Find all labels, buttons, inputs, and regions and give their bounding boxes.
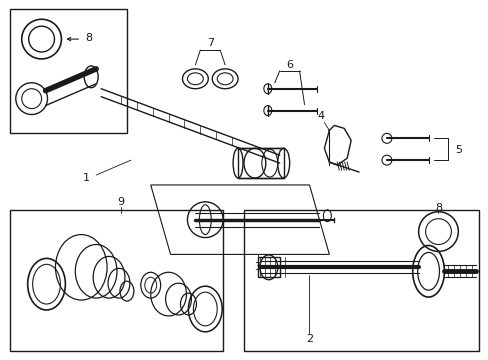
Text: 8: 8 bbox=[434, 203, 441, 213]
Text: 3: 3 bbox=[254, 262, 261, 272]
Bar bbox=[257, 257, 279, 277]
Text: 4: 4 bbox=[317, 112, 325, 121]
Bar bbox=[10, 9, 127, 133]
Text: 6: 6 bbox=[285, 60, 292, 70]
Bar bbox=[244, 210, 478, 351]
Text: 5: 5 bbox=[454, 145, 461, 155]
Text: 7: 7 bbox=[206, 38, 213, 48]
Text: 1: 1 bbox=[82, 173, 89, 183]
Text: 9: 9 bbox=[117, 197, 124, 207]
Text: 2: 2 bbox=[305, 334, 312, 344]
Bar bbox=[10, 210, 223, 351]
Text: 8: 8 bbox=[85, 33, 93, 43]
